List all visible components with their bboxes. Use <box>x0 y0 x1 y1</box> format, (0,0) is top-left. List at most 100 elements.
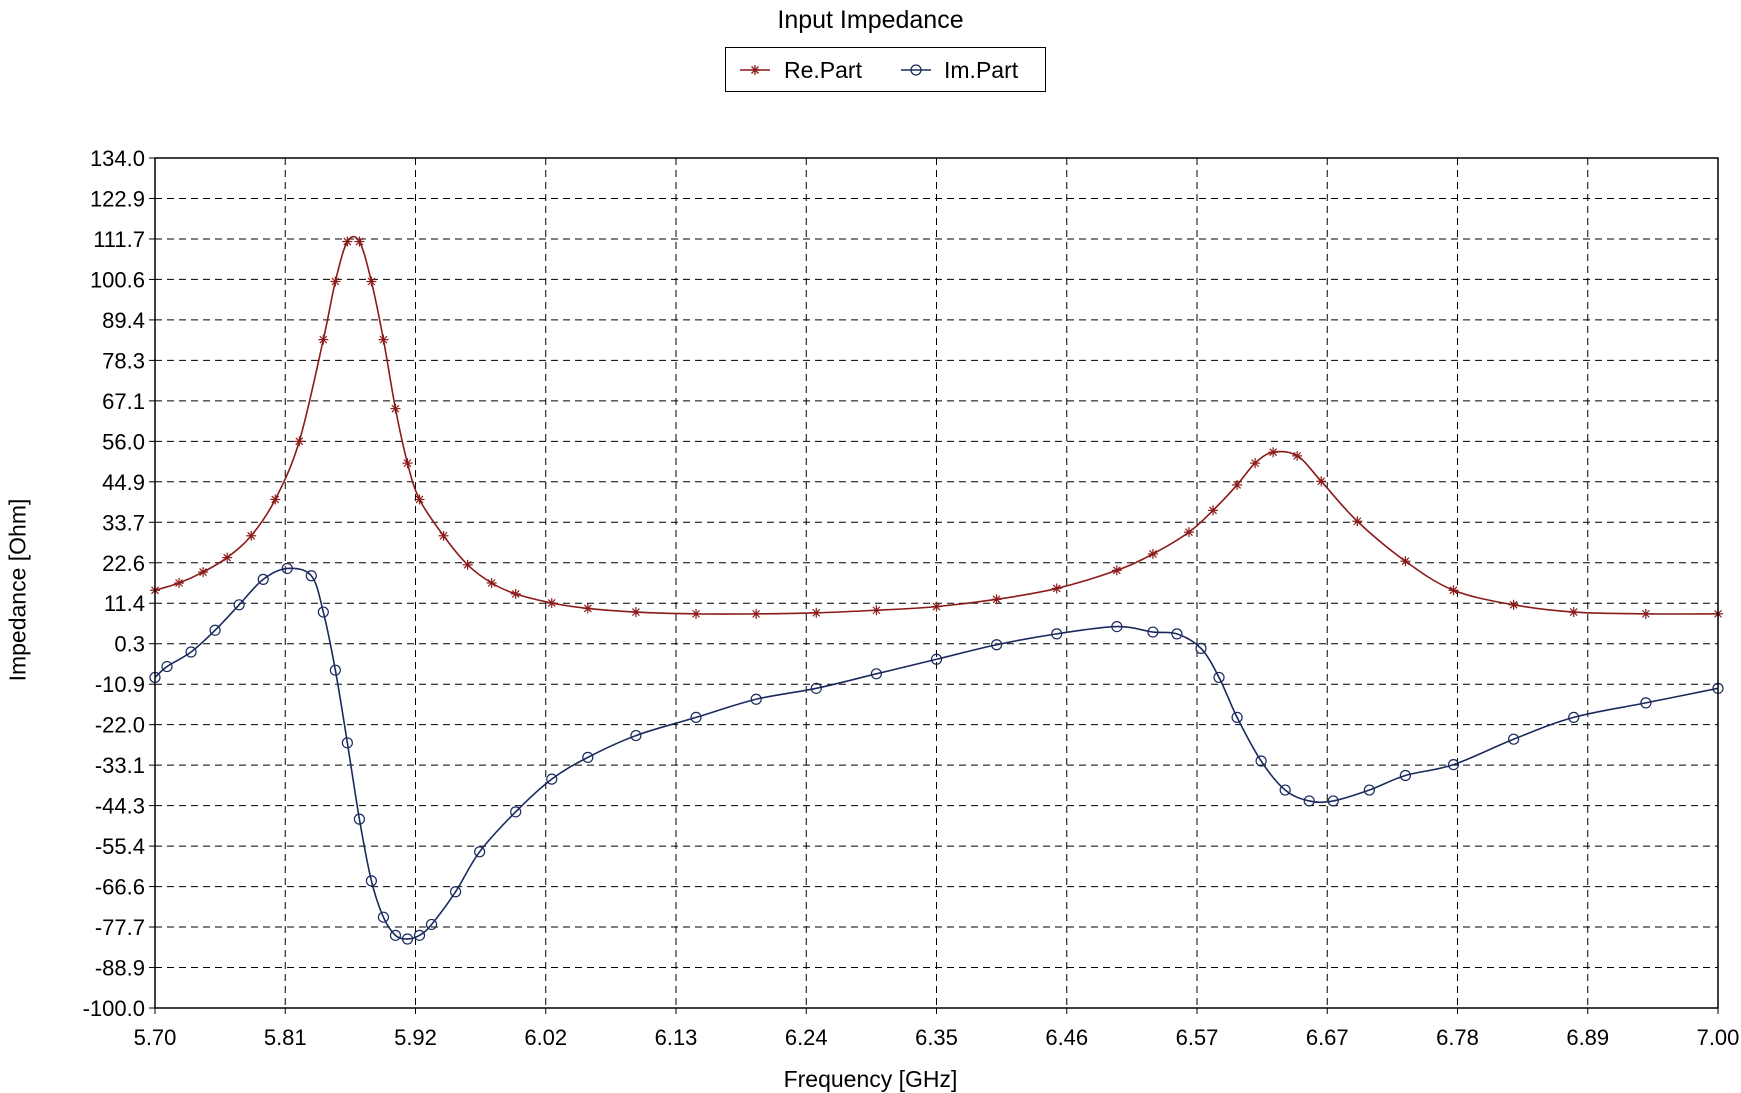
y-tick-label: 22.6 <box>102 551 145 576</box>
y-tick-label: -22.0 <box>95 713 145 738</box>
y-tick-label: 11.4 <box>104 591 145 616</box>
x-tick-label: 5.92 <box>394 1025 437 1050</box>
x-tick-label: 7.00 <box>1697 1025 1740 1050</box>
data-point <box>402 458 413 469</box>
data-point <box>750 693 762 705</box>
data-point <box>1111 620 1123 633</box>
data-point <box>294 436 305 447</box>
data-point <box>1232 479 1243 490</box>
data-point <box>1051 583 1062 594</box>
data-point <box>317 606 329 618</box>
data-point <box>1568 607 1579 618</box>
y-tick-label: 78.3 <box>102 348 145 373</box>
data-point <box>1147 626 1159 638</box>
legend: Re.Part Im.Part <box>725 47 1046 92</box>
data-point <box>546 773 558 785</box>
data-point <box>305 570 317 582</box>
data-point <box>1147 548 1158 559</box>
legend-markers <box>740 64 931 76</box>
data-point <box>1399 769 1412 782</box>
legend-im-marker <box>910 64 922 76</box>
data-point <box>222 552 233 563</box>
data-point <box>341 737 353 749</box>
y-tick-label: 56.0 <box>102 429 145 454</box>
data-point <box>930 653 943 665</box>
series-im-part <box>149 562 1724 945</box>
y-tick-label: 0.3 <box>114 632 145 657</box>
data-point <box>1363 784 1375 796</box>
data-point <box>377 911 390 923</box>
series-re-part <box>150 235 1723 619</box>
data-point <box>390 403 401 414</box>
legend-im-label: Im.Part <box>944 57 1019 83</box>
data-point <box>1255 755 1267 767</box>
data-point <box>582 603 593 614</box>
x-tick-label: 6.02 <box>524 1025 567 1050</box>
y-tick-label: 100.6 <box>90 267 145 292</box>
data-point <box>1316 476 1327 487</box>
legend-re-marker <box>750 65 760 75</box>
y-tick-label: -77.7 <box>95 915 145 940</box>
data-point <box>690 711 702 724</box>
y-tick-label: 111.7 <box>93 227 145 252</box>
chart-title: Input Impedance <box>777 6 964 34</box>
data-point <box>414 494 425 505</box>
data-point <box>389 929 402 941</box>
data-point <box>365 875 378 887</box>
x-tick-label: 6.13 <box>655 1025 698 1050</box>
series-layer <box>149 235 1724 945</box>
data-point <box>281 562 293 575</box>
data-point <box>1231 711 1243 724</box>
data-point <box>630 729 642 742</box>
data-point <box>233 599 245 611</box>
data-point <box>811 607 822 618</box>
grid <box>155 158 1718 1008</box>
data-point <box>449 886 462 898</box>
data-point <box>270 494 281 505</box>
data-point <box>438 530 449 541</box>
data-point <box>1508 733 1520 745</box>
y-tick-label: 44.9 <box>102 470 145 495</box>
data-point <box>366 276 377 287</box>
ticks: 5.70 5.81 5.92 6.02 6.13 6.24 6.35 6.46 6.57 6.67… <box>83 146 1740 1050</box>
data-point <box>425 918 438 931</box>
x-tick-label: 6.78 <box>1436 1025 1479 1050</box>
y-tick-label: -88.9 <box>95 956 145 981</box>
data-point <box>630 607 641 618</box>
x-tick-label: 5.70 <box>134 1025 177 1050</box>
data-point <box>1171 628 1183 640</box>
data-point <box>1195 642 1207 654</box>
y-tick-label: -10.9 <box>95 672 145 697</box>
data-point <box>510 806 522 818</box>
data-point <box>1292 450 1303 461</box>
data-point <box>318 334 329 345</box>
data-point <box>474 846 486 858</box>
x-tick-label: 6.57 <box>1176 1025 1219 1050</box>
data-point <box>1303 795 1315 807</box>
data-point <box>871 605 882 616</box>
data-point <box>931 601 942 612</box>
data-point <box>1352 516 1363 527</box>
data-point <box>378 334 389 345</box>
data-point <box>1111 565 1122 576</box>
x-tick-label: 6.46 <box>1045 1025 1088 1050</box>
data-point <box>413 929 426 941</box>
data-point <box>546 597 557 608</box>
data-point <box>751 608 762 619</box>
x-tick-label: 6.35 <box>915 1025 958 1050</box>
data-point <box>991 639 1003 651</box>
data-point <box>1568 711 1580 724</box>
y-tick-label: -55.4 <box>95 834 145 859</box>
data-point <box>174 578 185 588</box>
data-point <box>354 236 365 247</box>
data-point <box>1051 628 1063 640</box>
data-point <box>1400 556 1411 567</box>
data-point <box>1640 608 1651 619</box>
data-point <box>330 276 341 287</box>
y-tick-label: -44.3 <box>95 794 145 819</box>
y-tick-label: 122.9 <box>90 186 145 211</box>
data-point <box>991 594 1002 605</box>
data-point <box>353 813 365 825</box>
data-point <box>510 588 521 599</box>
